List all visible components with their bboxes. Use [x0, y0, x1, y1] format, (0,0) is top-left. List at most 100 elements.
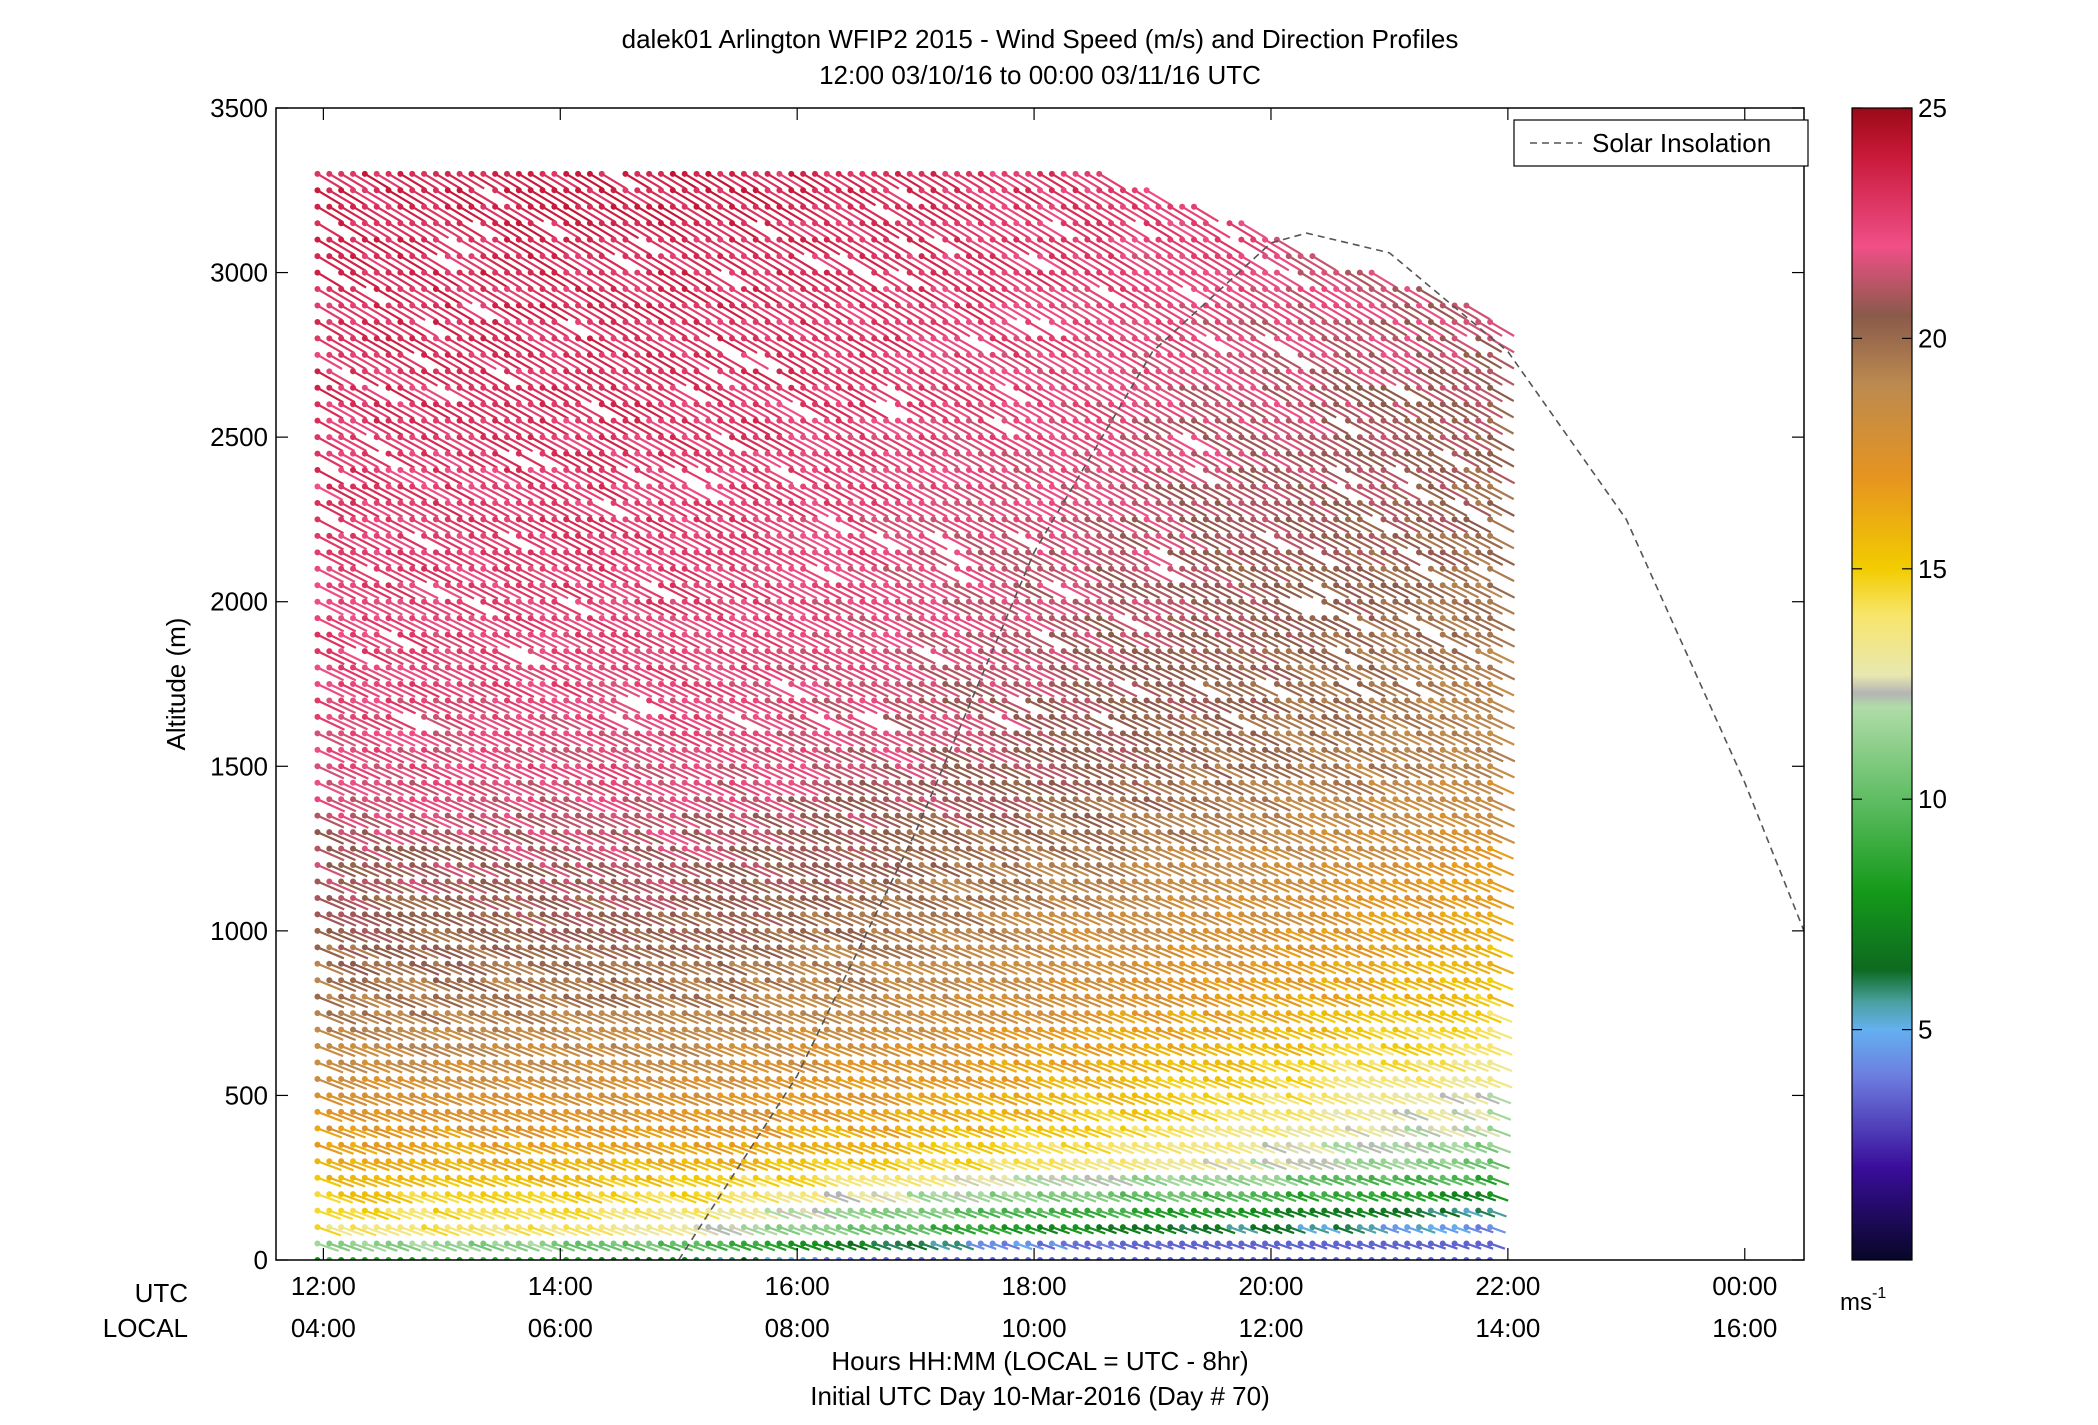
- wind-barb-dot: [575, 894, 582, 901]
- wind-barb-dot: [444, 1141, 451, 1148]
- wind-barb-stick: [328, 962, 357, 976]
- wind-barb-dot: [717, 1010, 724, 1017]
- wind-barb-stick: [447, 683, 475, 698]
- wind-barb-dot: [456, 549, 463, 556]
- wind-barb-dot: [669, 499, 676, 506]
- wind-barb-stick: [435, 1160, 461, 1172]
- wind-barb-dot: [373, 812, 380, 819]
- wind-barb-dot: [575, 483, 582, 490]
- wind-barb-stick: [459, 469, 486, 485]
- wind-barb-stick: [470, 765, 500, 780]
- wind-barb-dot: [480, 467, 487, 474]
- wind-barb-dot: [586, 286, 593, 293]
- wind-barb-dot: [669, 829, 676, 836]
- wind-barb-dot: [752, 582, 759, 589]
- wind-barb-dot: [752, 648, 759, 655]
- wind-barb-dot: [421, 713, 428, 720]
- wind-barb-dot: [634, 730, 641, 737]
- wind-barb-dot: [657, 1010, 664, 1017]
- wind-barb-stick: [423, 1242, 446, 1253]
- wind-barb-dot: [622, 335, 629, 342]
- wind-barb-dot: [646, 318, 653, 325]
- wind-barb-stick: [470, 666, 499, 682]
- wind-barb-dot: [705, 549, 712, 556]
- wind-barb-dot: [468, 1224, 475, 1231]
- wind-barb-dot: [361, 631, 368, 638]
- wind-barb-dot: [397, 467, 404, 474]
- wind-barb-dot: [693, 434, 700, 441]
- wind-barb-dot: [373, 269, 380, 276]
- wind-barb-dot: [586, 467, 593, 474]
- wind-barb-stick: [364, 600, 392, 616]
- wind-barb-dot: [705, 911, 712, 918]
- wind-barb-dot: [338, 1141, 345, 1148]
- wind-barb-dot: [681, 253, 688, 260]
- wind-barb-stick: [470, 353, 497, 371]
- wind-barb-dot: [657, 351, 664, 358]
- wind-barb-dot: [409, 1043, 416, 1050]
- wind-barb-dot: [681, 746, 688, 753]
- wind-barb-dot: [586, 549, 593, 556]
- wind-barb-dot: [646, 170, 653, 177]
- wind-barb-dot: [421, 401, 428, 408]
- wind-barb-dot: [480, 450, 487, 457]
- wind-barb-dot: [586, 927, 593, 934]
- wind-barb-dot: [456, 911, 463, 918]
- wind-barb-dot: [634, 417, 641, 424]
- wind-barb-stick: [328, 584, 356, 600]
- wind-barb-dot: [456, 434, 463, 441]
- wind-barb-dot: [314, 220, 321, 227]
- wind-barb-dot: [338, 467, 345, 474]
- wind-barb-stick: [388, 814, 416, 829]
- wind-barb-dot: [314, 1075, 321, 1082]
- wind-barb-dot: [586, 351, 593, 358]
- wind-barb-stick: [399, 1012, 427, 1025]
- wind-barb-stick: [459, 1012, 486, 1025]
- wind-barb-stick: [364, 732, 392, 747]
- wind-barb-dot: [693, 944, 700, 951]
- wind-barb-dot: [373, 1174, 380, 1181]
- wind-barb-dot: [610, 993, 617, 1000]
- wind-barb-dot: [717, 483, 724, 490]
- wind-barb-stick: [447, 814, 475, 829]
- wind-barb-dot: [314, 1141, 321, 1148]
- wind-barb-dot: [634, 779, 641, 786]
- wind-barb-dot: [349, 829, 356, 836]
- wind-barb-dot: [705, 829, 712, 836]
- wind-barb-stick: [352, 1127, 378, 1139]
- wind-barb-stick: [376, 485, 404, 502]
- wind-barb-dot: [314, 779, 321, 786]
- wind-barb-stick: [470, 255, 497, 272]
- wind-barb-dot: [729, 1224, 736, 1231]
- wind-barb-stick: [482, 913, 510, 927]
- wind-barb-dot: [705, 1092, 712, 1099]
- wind-barb-stick: [459, 436, 486, 453]
- wind-barb-dot: [468, 845, 475, 852]
- wind-barb-stick: [482, 683, 511, 698]
- wind-barb-dot: [373, 483, 380, 490]
- wind-barb-dot: [610, 845, 617, 852]
- wind-barb-dot: [444, 335, 451, 342]
- wind-barb-dot: [551, 1059, 558, 1066]
- wind-barb-dot: [397, 1043, 404, 1050]
- wind-barb-dot: [622, 713, 629, 720]
- wind-barb-dot: [752, 1207, 759, 1214]
- wind-barb-dot: [740, 582, 747, 589]
- wind-barb-dot: [717, 713, 724, 720]
- wind-barb-dot: [480, 664, 487, 671]
- wind-barb-dot: [480, 516, 487, 523]
- wind-barb-dot: [705, 417, 712, 424]
- wind-barb-dot: [409, 434, 416, 441]
- wind-barb-dot: [409, 368, 416, 375]
- wind-barb-dot: [503, 499, 510, 506]
- wind-barb-stick: [482, 715, 511, 731]
- wind-barb-stick: [494, 732, 523, 747]
- wind-barb-dot: [515, 549, 522, 556]
- wind-barb-stick: [470, 189, 497, 206]
- wind-barb-stick: [340, 271, 367, 289]
- wind-barb-dot: [598, 894, 605, 901]
- wind-barb-dot: [444, 384, 451, 391]
- wind-barb-dot: [657, 713, 664, 720]
- wind-barb-stick: [317, 979, 344, 992]
- wind-barb-dot: [432, 598, 439, 605]
